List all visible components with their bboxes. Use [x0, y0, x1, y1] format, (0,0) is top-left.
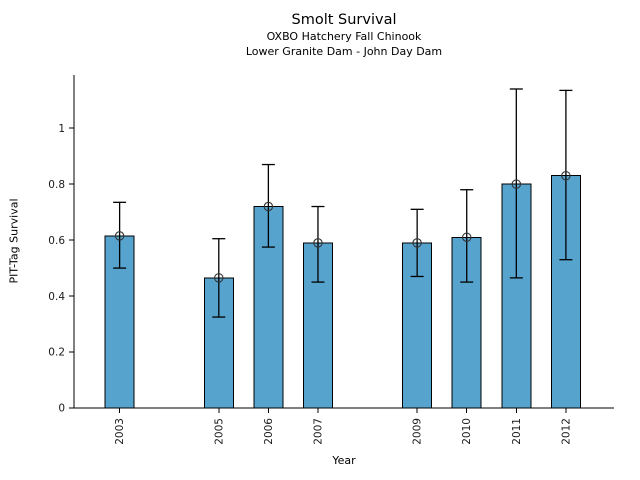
x-tick-label: 2005	[213, 418, 225, 445]
y-tick-label: 1	[58, 123, 65, 135]
x-tick-label: 2011	[511, 418, 523, 445]
y-tick-label: 0.2	[48, 347, 65, 359]
point-marker-2007	[313, 238, 323, 248]
x-tick-label: 2003	[114, 418, 126, 445]
y-tick-label: 0.8	[48, 179, 65, 191]
y-tick-label: 0	[58, 403, 65, 415]
chart-title: Smolt Survival	[291, 12, 397, 28]
y-tick-label: 0.6	[48, 235, 65, 247]
point-marker-2009	[412, 238, 422, 248]
point-marker-2010	[461, 232, 472, 243]
x-tick-label: 2010	[461, 418, 473, 445]
x-tick-label: 2006	[263, 418, 275, 445]
y-tick-label: 0.4	[48, 291, 65, 303]
chart-subtitle-line1: OXBO Hatchery Fall Chinook	[266, 30, 422, 43]
point-marker-2005	[214, 273, 224, 283]
point-marker-2011	[511, 179, 522, 189]
point-marker-2006	[263, 201, 274, 212]
chart-subtitle-line2: Lower Granite Dam - John Day Dam	[245, 44, 443, 58]
x-tick-label: 2007	[312, 418, 324, 445]
point-marker-2003	[114, 231, 125, 241]
x-tick-label: 2009	[412, 418, 424, 445]
x-tick-label: 2012	[560, 418, 572, 445]
x-axis-label: Year	[332, 454, 356, 467]
point-marker-2012	[561, 170, 571, 181]
